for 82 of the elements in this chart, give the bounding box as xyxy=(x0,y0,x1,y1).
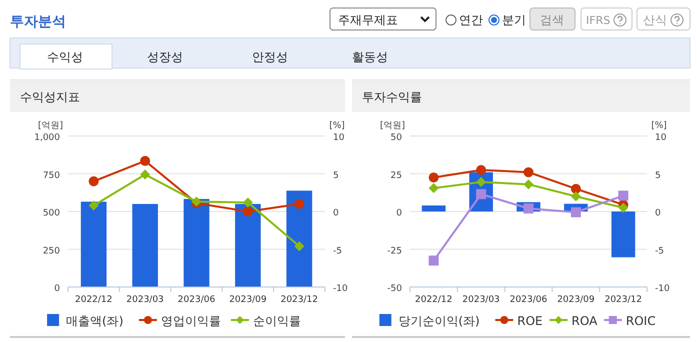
y-tick-label: -50 xyxy=(387,284,402,294)
point xyxy=(524,167,534,178)
y-tick-label: 50 xyxy=(390,133,402,143)
point xyxy=(140,156,150,166)
text: 검색 xyxy=(540,13,564,27)
text: 수익성 xyxy=(47,50,83,64)
point xyxy=(524,203,534,214)
point xyxy=(140,170,150,180)
y2-tick-label: 0 xyxy=(655,208,661,218)
x-tick-label: 2023/06 xyxy=(510,295,548,305)
bar xyxy=(132,204,158,287)
text: 안정성 xyxy=(252,50,288,64)
point xyxy=(242,197,253,208)
y-tick-label: -25 xyxy=(387,246,402,256)
text: 활동성 xyxy=(352,50,388,64)
legend-label: ROA xyxy=(572,314,598,328)
bar xyxy=(286,190,312,287)
text: 산식 xyxy=(643,13,667,27)
text: 성장성 xyxy=(147,50,183,64)
y2-tick-label: -10 xyxy=(655,284,670,294)
legend-label: 당기순이익(좌) xyxy=(398,314,480,328)
y-tick-label: 0 xyxy=(54,284,60,294)
y-tick-label: 1,000 xyxy=(34,133,60,143)
y2-tick-label: -5 xyxy=(333,246,342,256)
text: 분기 xyxy=(502,13,526,27)
point xyxy=(428,183,439,194)
y-axis-title: [억원] xyxy=(38,121,64,131)
y-tick-label: 0 xyxy=(396,208,402,218)
y-tick-label: 500 xyxy=(42,208,60,218)
y2-axis-title: [%] xyxy=(329,121,345,131)
y2-tick-label: -10 xyxy=(333,284,348,294)
legend-label: 영업이익률 xyxy=(160,314,221,328)
y2-tick-label: 5 xyxy=(333,170,339,181)
point xyxy=(88,176,99,186)
y2-tick-label: 10 xyxy=(655,133,667,143)
bar xyxy=(80,202,107,287)
point xyxy=(570,207,581,218)
x-tick-label: 2023/03 xyxy=(126,295,164,305)
bar xyxy=(235,204,261,287)
legend-label: ROE xyxy=(517,314,543,328)
point xyxy=(88,200,99,210)
x-tick-label: 2023/12 xyxy=(280,295,318,305)
x-tick-label: 2022/12 xyxy=(75,295,112,305)
x-tick-label: 2023/09 xyxy=(557,295,595,305)
x-tick-label: 2023/03 xyxy=(462,295,500,305)
text: 투자분석 xyxy=(10,14,66,30)
text: IFRS xyxy=(586,14,610,27)
bar xyxy=(184,198,210,287)
legend-label: 순이익률 xyxy=(252,314,301,328)
bar xyxy=(611,212,636,258)
point xyxy=(242,206,253,216)
legend-label: 매출액(좌) xyxy=(66,314,124,328)
y2-tick-label: 5 xyxy=(655,170,661,181)
text: 주재무제표 xyxy=(338,13,398,27)
y-tick-label: 750 xyxy=(42,170,60,181)
x-tick-label: 2023/09 xyxy=(229,295,267,305)
y2-axis-title: [%] xyxy=(651,121,667,131)
point xyxy=(570,191,581,202)
point xyxy=(476,177,486,188)
point xyxy=(428,256,439,266)
legend-label: ROIC xyxy=(626,314,656,328)
y-tick-label: 25 xyxy=(390,170,402,181)
y2-tick-label: 0 xyxy=(333,208,339,218)
y-tick-label: 250 xyxy=(42,246,60,256)
x-tick-label: 2023/12 xyxy=(604,295,642,305)
point xyxy=(476,164,486,175)
chart-title: 수익성지표 xyxy=(20,90,80,104)
point xyxy=(618,202,628,213)
y-axis-title: [억원] xyxy=(380,121,406,131)
point xyxy=(618,190,628,201)
y2-tick-label: -5 xyxy=(655,246,664,256)
point xyxy=(294,198,304,209)
chart-title: 투자수익률 xyxy=(362,90,422,104)
point xyxy=(428,172,439,183)
bar xyxy=(422,205,446,212)
point xyxy=(570,184,581,194)
y2-tick-label: 10 xyxy=(333,133,345,143)
point xyxy=(524,179,534,190)
x-tick-label: 2023/06 xyxy=(178,295,216,305)
x-tick-label: 2022/12 xyxy=(415,295,452,305)
text: 연간 xyxy=(459,13,483,27)
point xyxy=(294,241,304,252)
